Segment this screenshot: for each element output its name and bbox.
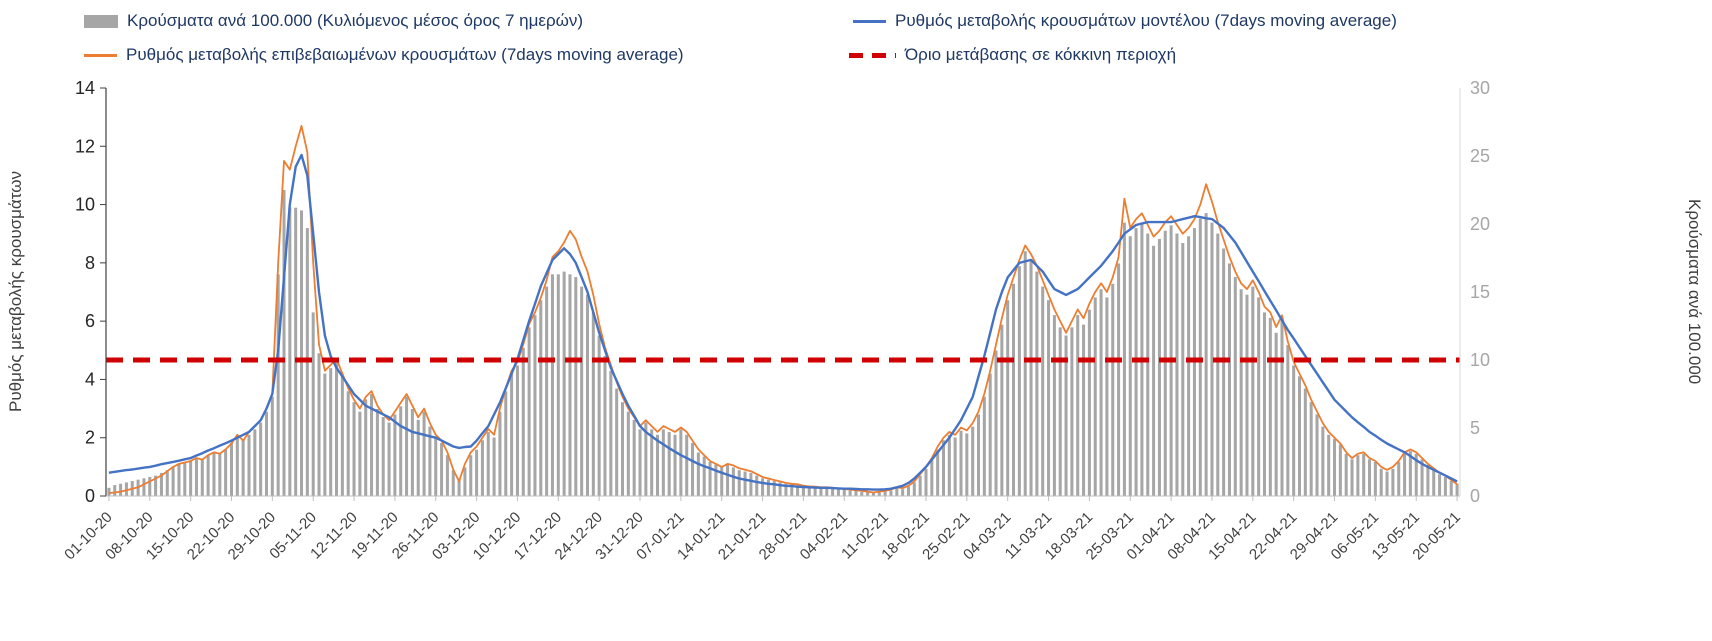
bars-cases-per-100k	[107, 190, 1459, 497]
right-axis-tick-label: 20	[1470, 214, 1490, 234]
model-rate-line	[108, 153, 1458, 491]
confirmed-cases-rate-line	[108, 125, 1458, 494]
left-axis-tick-label: 0	[85, 486, 95, 506]
left-axis-tick-label: 14	[75, 78, 95, 98]
blue-line-swatch-icon	[853, 19, 886, 23]
right-axis-tick-label: 30	[1470, 78, 1490, 98]
gray-bar-swatch-icon	[84, 14, 118, 28]
left-axis-tick-label: 10	[75, 195, 95, 215]
left-axis-tick-label: 4	[85, 369, 95, 389]
legend-label-model-rate: Ρυθμός μεταβολής κρουσμάτων μοντέλου (7d…	[895, 11, 1397, 30]
legend-label-red-zone-threshold: Όριο μετάβασης σε κόκκινη περιοχή	[905, 45, 1177, 64]
legend-label-cases-per-100k: Κρούσματα ανά 100.000 (Κυλιόμενος μέσος …	[127, 11, 584, 30]
legend-item-red-zone-threshold: Όριο μετάβασης σε κόκκινη περιοχή	[849, 43, 1176, 67]
right-axis-title: Κρούσματα ανά 100.000	[1685, 199, 1704, 385]
left-axis-tick-label: 2	[85, 428, 95, 448]
legend-label-confirmed-rate: Ρυθμός μεταβολής επιβεβαιωμένων κρουσμάτ…	[126, 45, 684, 64]
left-axis-tick-label: 12	[75, 136, 95, 156]
left-axis-tick-label: 6	[85, 311, 95, 331]
right-axis-tick-label: 15	[1470, 282, 1490, 302]
left-axis-tick-label: 8	[85, 253, 95, 273]
legend-item-model-rate: Ρυθμός μεταβολής κρουσμάτων μοντέλου (7d…	[853, 9, 1397, 33]
orange-line-swatch-icon	[84, 53, 117, 57]
red-dashed-line-swatch-icon	[849, 52, 896, 58]
legend-item-confirmed-rate: Ρυθμός μεταβολής επιβεβαιωμένων κρουσμάτ…	[84, 43, 684, 67]
legend-item-cases-per-100k: Κρούσματα ανά 100.000 (Κυλιόμενος μέσος …	[84, 9, 583, 33]
right-axis-tick-label: 10	[1470, 350, 1490, 370]
right-axis-tick-label: 0	[1470, 486, 1480, 506]
right-axis-tick-label: 25	[1470, 146, 1490, 166]
right-axis-tick-label: 5	[1470, 418, 1480, 438]
